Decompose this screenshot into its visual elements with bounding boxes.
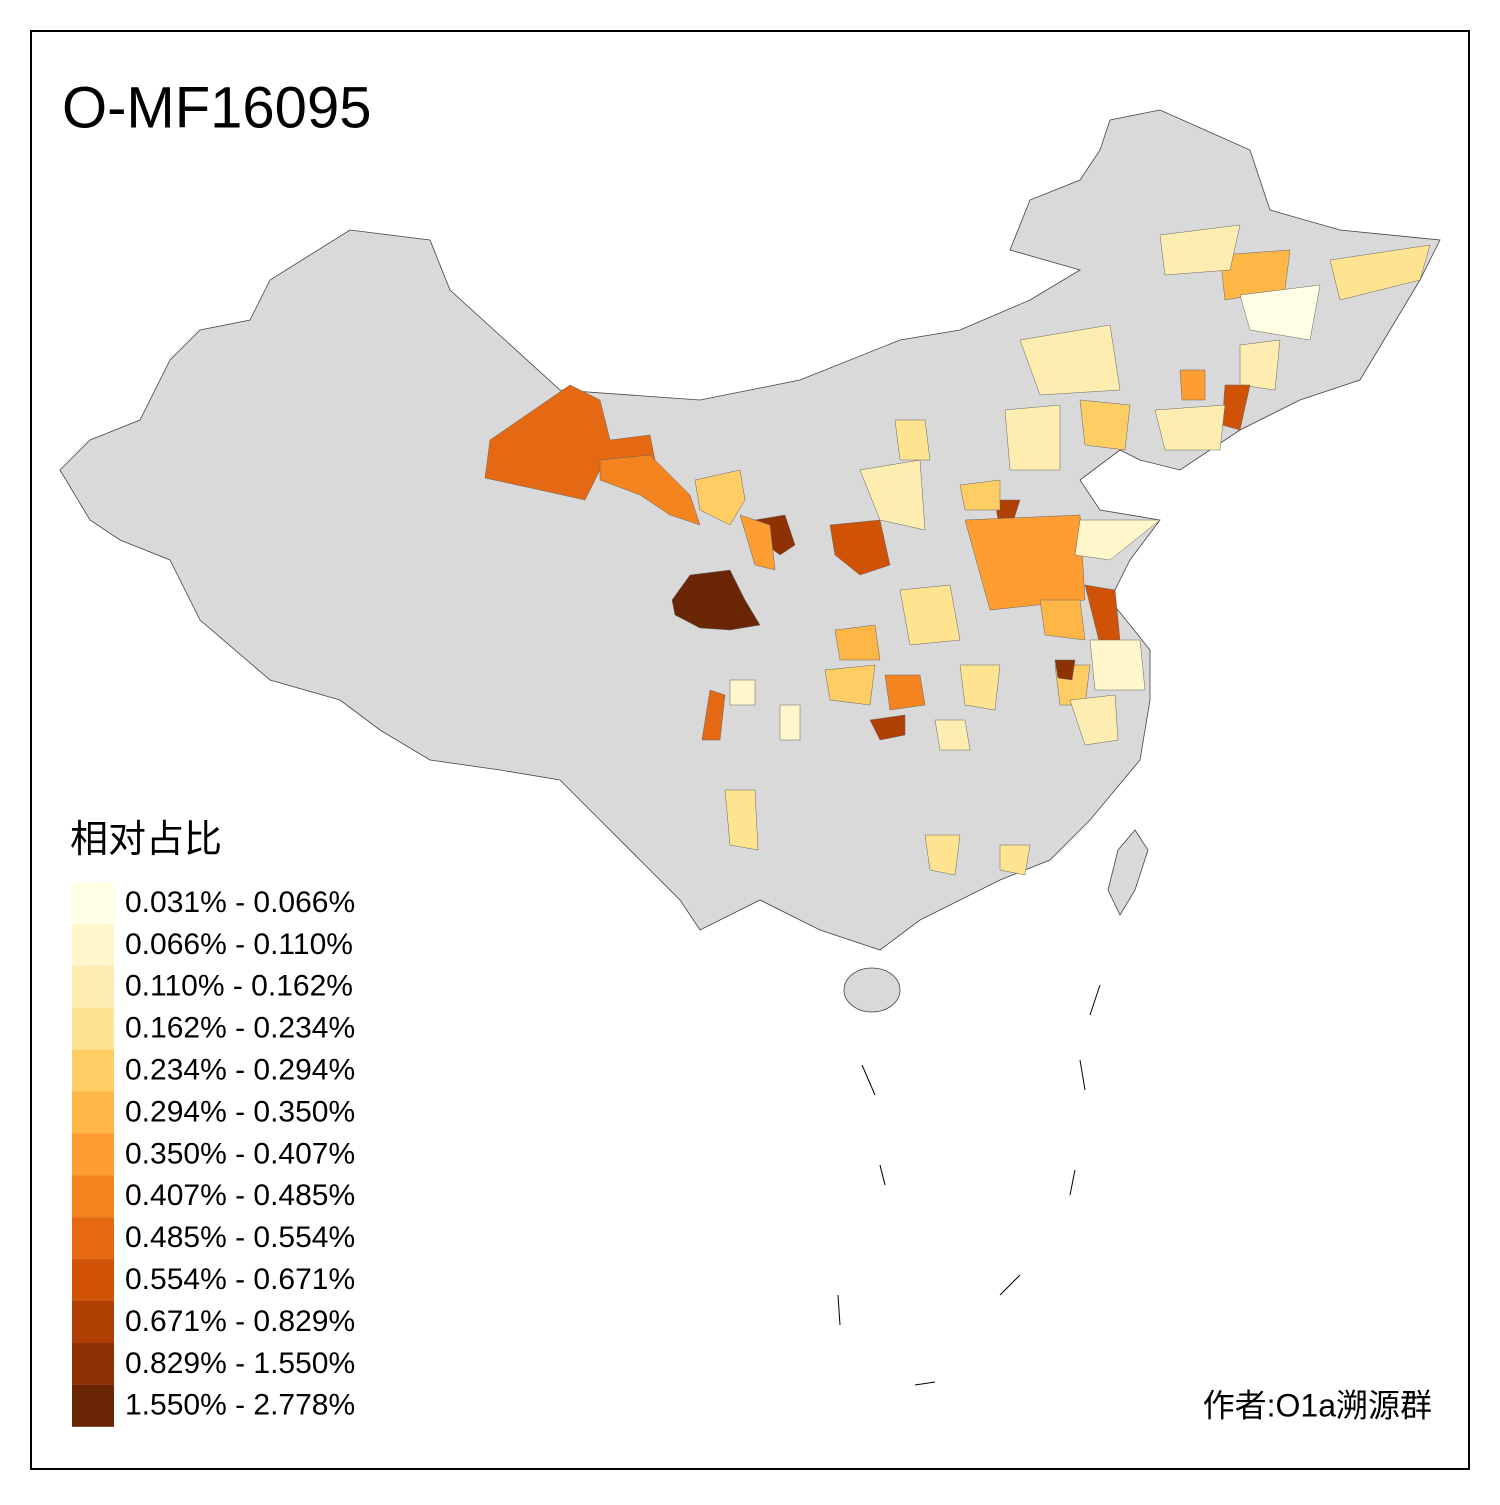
region — [869, 714, 906, 741]
region — [1039, 599, 1086, 641]
region — [1154, 404, 1226, 451]
legend-swatch — [72, 1301, 114, 1343]
credit: 作者:O1a溯源群 — [1203, 1387, 1432, 1423]
legend-label: 0.554% - 0.671% — [125, 1263, 355, 1296]
region — [1329, 244, 1431, 301]
shaded-regions — [484, 224, 1431, 876]
taiwan — [1107, 829, 1149, 916]
region — [1074, 519, 1161, 561]
region — [1054, 659, 1076, 681]
legend-label: 0.407% - 0.485% — [125, 1179, 355, 1212]
legend-swatch — [72, 1049, 114, 1092]
region — [824, 664, 876, 706]
legend-swatch — [72, 1217, 114, 1260]
region — [999, 844, 1031, 876]
legend-swatch — [72, 1342, 114, 1385]
legend-swatch — [72, 1384, 114, 1427]
region — [1239, 284, 1321, 341]
region — [701, 689, 726, 741]
region — [964, 514, 1086, 611]
legend-label: 0.829% - 1.550% — [125, 1347, 355, 1380]
region — [1239, 339, 1281, 391]
region — [1004, 404, 1061, 471]
legend-label: 0.110% - 0.162% — [125, 970, 353, 1003]
legend-label: 0.234% - 0.294% — [125, 1054, 355, 1087]
region — [959, 664, 1001, 711]
region — [894, 419, 931, 461]
region — [834, 624, 881, 661]
legend-label: 1.550% - 2.778% — [125, 1389, 355, 1422]
legend-swatch — [72, 1259, 114, 1302]
legend-label: 0.485% - 0.554% — [125, 1221, 355, 1254]
region — [1079, 399, 1131, 451]
legend-title: 相对占比 — [70, 819, 222, 861]
legend-swatch — [72, 923, 114, 966]
legend-swatch — [72, 1175, 114, 1218]
legend: 0.031% - 0.066% 0.066% - 0.110% 0.110% - 0… — [72, 882, 355, 1427]
region — [724, 789, 759, 851]
region — [924, 834, 961, 876]
region — [884, 674, 926, 711]
legend-label: 0.066% - 0.110% — [125, 928, 353, 961]
legend-swatch — [72, 882, 114, 924]
legend-label: 0.671% - 0.829% — [125, 1305, 355, 1338]
legend-swatch — [72, 1007, 114, 1050]
region — [779, 704, 801, 741]
legend-label: 0.350% - 0.407% — [125, 1137, 355, 1170]
region — [1019, 324, 1121, 396]
legend-swatch — [72, 1091, 114, 1134]
hainan — [843, 967, 901, 1013]
region — [599, 454, 701, 526]
legend-swatch — [72, 1133, 114, 1176]
region — [829, 519, 891, 576]
region — [959, 479, 1001, 511]
legend-label: 0.031% - 0.066% — [125, 886, 355, 919]
region — [899, 584, 961, 646]
region — [694, 469, 746, 526]
region — [729, 679, 756, 706]
region — [739, 514, 776, 571]
region — [934, 719, 971, 751]
region — [859, 459, 926, 531]
legend-label: 0.162% - 0.234% — [125, 1012, 355, 1045]
legend-swatch — [72, 965, 114, 1008]
region — [671, 569, 761, 631]
map-title: O-MF16095 — [62, 75, 371, 140]
region — [1089, 639, 1146, 691]
region — [1159, 224, 1241, 276]
legend-label: 0.294% - 0.350% — [125, 1095, 355, 1128]
south-sea-islands — [837, 984, 1101, 1386]
region — [1179, 369, 1206, 401]
region — [1069, 694, 1119, 746]
